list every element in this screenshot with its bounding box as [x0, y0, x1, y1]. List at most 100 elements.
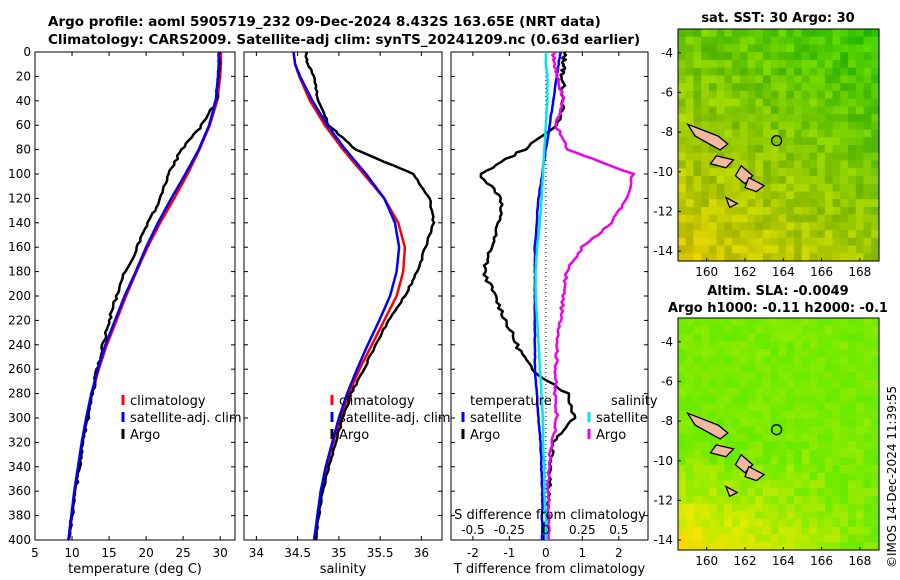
map-cell: [708, 410, 718, 420]
map-cell: [871, 472, 880, 481]
map-cell: [685, 237, 694, 247]
map-cell: [824, 387, 834, 396]
map-cell: [848, 206, 857, 216]
map-cell: [848, 348, 857, 358]
map-cell: [770, 90, 780, 100]
map-cell: [724, 534, 733, 543]
map-cell: [763, 410, 772, 420]
map-cell: [708, 333, 718, 342]
map-cell: [678, 59, 687, 69]
map-cell: [794, 441, 803, 450]
map-cell: [809, 183, 818, 192]
map-cell: [824, 222, 834, 231]
map-cell: [732, 83, 741, 92]
map-cell: [739, 511, 749, 520]
map-cell: [809, 121, 818, 131]
map-cell: [770, 418, 780, 427]
map-cell: [724, 395, 733, 404]
map-cell: [770, 214, 780, 223]
x-tick-label: 30: [213, 546, 228, 560]
map-cell: [747, 403, 756, 412]
map-cell: [678, 333, 687, 342]
map-cell: [708, 495, 718, 505]
map-cell: [747, 441, 756, 450]
map-cell: [863, 418, 872, 427]
map-cell: [724, 83, 733, 92]
map-cell: [716, 372, 725, 381]
map-cell: [685, 318, 694, 327]
map-cell: [739, 318, 749, 327]
y-tick-label: 260: [8, 362, 31, 376]
map-cell: [747, 387, 756, 396]
map-cell: [763, 44, 772, 53]
map-cell: [724, 341, 733, 350]
map-cell: [685, 90, 694, 100]
x-tick-label: 15: [101, 546, 116, 560]
y-tick-label: 360: [8, 484, 31, 498]
map-cell: [848, 183, 857, 192]
map-cell: [871, 426, 880, 435]
map-cell: [770, 106, 780, 115]
map-cell: [801, 434, 810, 443]
map-cell: [708, 175, 718, 185]
map-cell: [817, 534, 826, 543]
map-cell: [809, 480, 818, 489]
map-cell: [685, 348, 694, 358]
map-cell: [685, 168, 694, 177]
map-cell: [716, 480, 725, 489]
map-cell: [817, 542, 826, 551]
map-cell: [855, 121, 865, 131]
map-cell: [693, 542, 702, 551]
map-cell: [848, 356, 857, 365]
x-tick-label: 34: [249, 546, 264, 560]
map-cell: [786, 325, 795, 334]
map-cell: [685, 44, 694, 53]
map-cell: [763, 519, 772, 528]
map-cell: [693, 519, 702, 528]
map-cell: [708, 488, 718, 497]
map-cell: [716, 237, 725, 247]
map-cell: [685, 387, 694, 396]
map-cell: [770, 379, 780, 389]
map-cell: [786, 59, 795, 69]
map-cell: [824, 175, 834, 185]
map-cell: [708, 230, 718, 239]
map-cell: [794, 175, 803, 185]
map-cell: [801, 534, 810, 543]
map-cell: [794, 160, 803, 169]
map-cell: [778, 36, 787, 45]
map-cell: [786, 137, 795, 146]
map-cell: [763, 379, 772, 389]
map-cell: [770, 83, 780, 92]
map-cell: [848, 410, 857, 420]
map-cell: [701, 237, 710, 247]
map-cell: [863, 511, 872, 520]
map-cell: [871, 403, 880, 412]
map-cell: [724, 379, 733, 389]
map-cell: [778, 152, 787, 161]
map-cell: [786, 457, 795, 466]
map-cell: [855, 245, 865, 254]
map-cell: [840, 137, 849, 146]
map-cell: [678, 457, 687, 466]
map-cell: [701, 183, 710, 192]
map-cell: [708, 542, 718, 551]
map-cell: [817, 168, 826, 177]
map-cell: [855, 542, 865, 551]
map-cell: [794, 129, 803, 138]
map-cell: [794, 372, 803, 381]
map-cell: [693, 511, 702, 520]
map-cell: [701, 121, 710, 131]
map-cell: [747, 325, 756, 334]
map-cell: [678, 83, 687, 92]
map-cell: [855, 114, 865, 123]
map-cell: [716, 253, 725, 262]
map-cell: [855, 183, 865, 192]
map-cell: [832, 67, 841, 76]
map-cell: [824, 434, 834, 443]
map-cell: [732, 253, 741, 262]
x-tick-label: 35.5: [367, 546, 394, 560]
map-cell: [778, 503, 787, 512]
map-cell: [801, 333, 810, 342]
sla-map-title: Altim. SLA: -0.0049: [707, 284, 848, 299]
